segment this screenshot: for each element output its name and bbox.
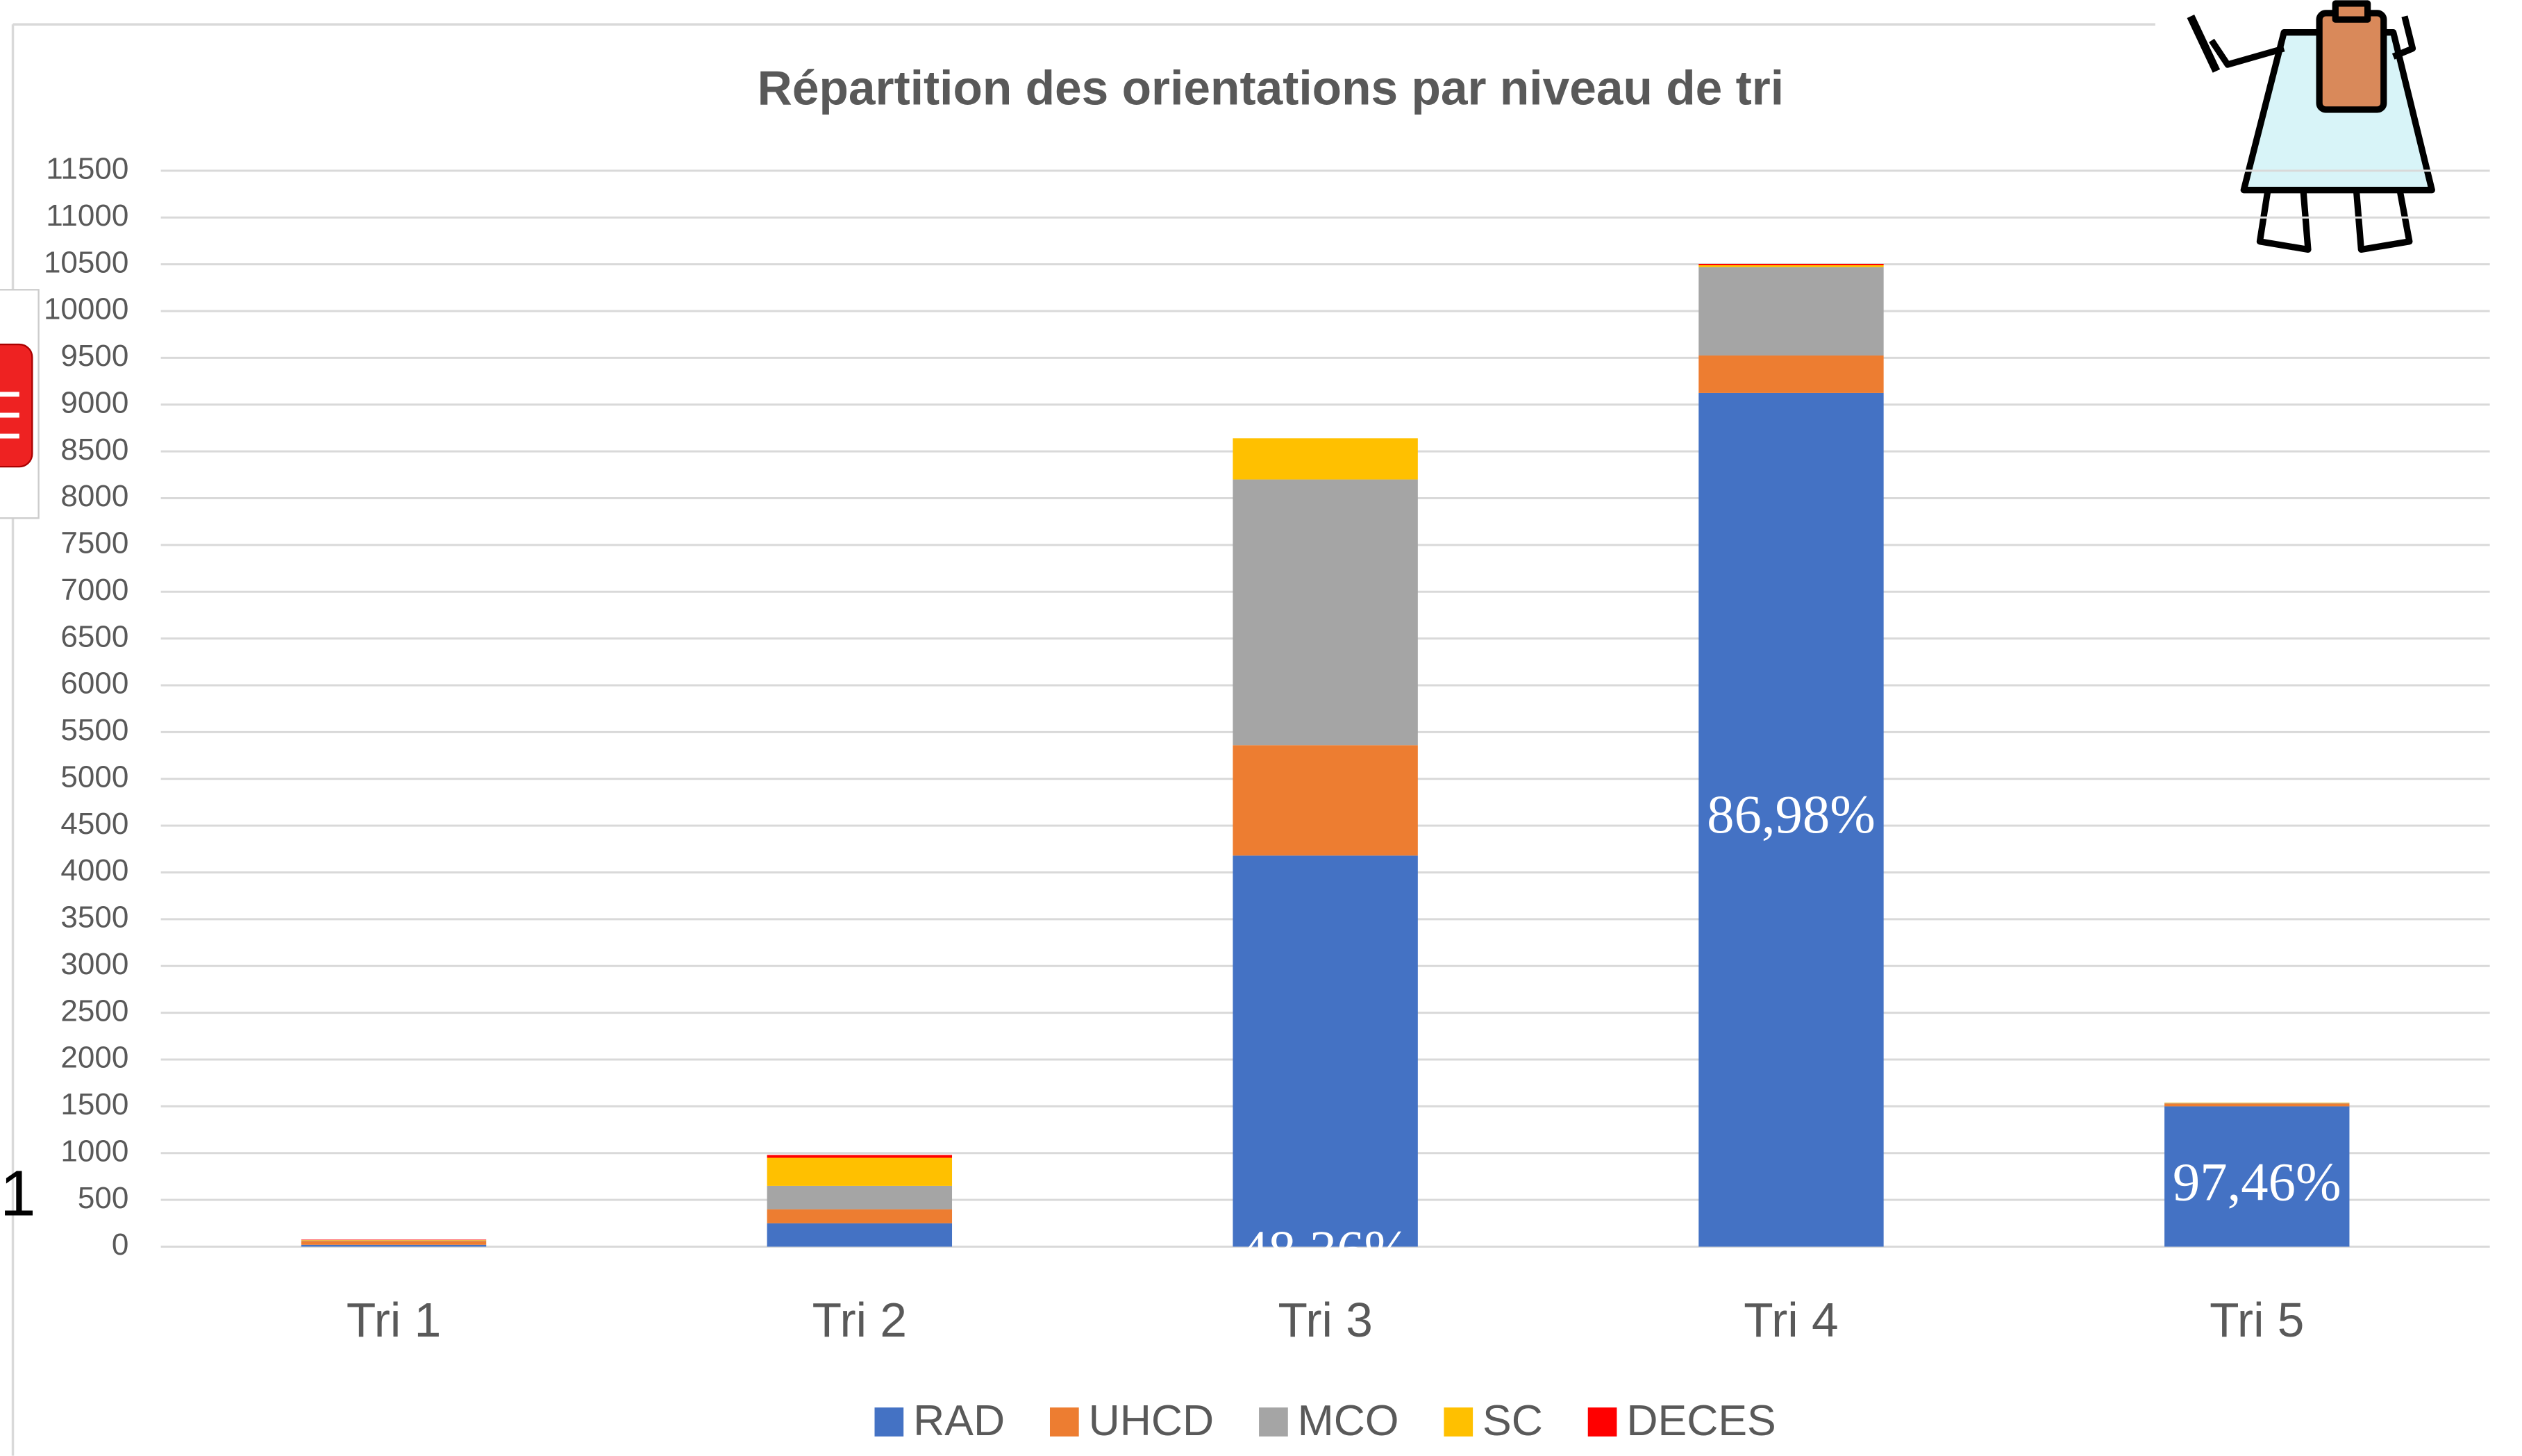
bar-segment — [1233, 480, 1417, 746]
y-tick-label: 4500 — [60, 807, 128, 841]
percent-label: 86,98% — [1707, 785, 1876, 845]
side-label: 1 — [0, 1157, 36, 1229]
bar-segment — [1698, 355, 1883, 393]
bar-segment — [1233, 438, 1417, 479]
y-tick-label: 8500 — [60, 433, 128, 467]
legend-swatch — [1050, 1407, 1079, 1437]
bar-segment — [767, 1210, 952, 1223]
x-tick-label: Tri 3 — [1278, 1293, 1372, 1347]
chart-title: Répartition des orientations par niveau … — [758, 61, 1784, 115]
y-tick-label: 10000 — [44, 292, 128, 326]
y-tick-label: 2000 — [60, 1041, 128, 1075]
x-tick-label: Tri 1 — [346, 1293, 441, 1347]
y-tick-label: 6500 — [60, 619, 128, 653]
legend-label: UHCD — [1089, 1396, 1214, 1445]
bar-segment — [767, 1186, 952, 1210]
legend-label: MCO — [1298, 1396, 1399, 1445]
bar-segment — [301, 1240, 486, 1241]
y-tick-label: 7000 — [60, 573, 128, 607]
y-tick-label: 8000 — [60, 479, 128, 513]
legend-label: RAD — [913, 1396, 1005, 1445]
legend-swatch — [1259, 1407, 1288, 1437]
y-tick-label: 9000 — [60, 385, 128, 419]
x-tick-label: Tri 2 — [812, 1293, 907, 1347]
y-tick-label: 2500 — [60, 994, 128, 1028]
y-tick-label: 1000 — [60, 1134, 128, 1168]
x-tick-label: Tri 4 — [1744, 1293, 1838, 1347]
x-tick-label: Tri 5 — [2210, 1293, 2304, 1347]
legend-label: DECES — [1626, 1396, 1776, 1445]
legend-swatch — [1444, 1407, 1473, 1437]
plot: 0 500 1000 1500 2000 2500 3000 3500 4000 4500 5000… — [44, 152, 2490, 1445]
y-tick-label: 3000 — [60, 947, 128, 981]
bar-segment — [301, 1241, 486, 1244]
y-tick-label: 4000 — [60, 853, 128, 887]
y-tick-label: 5000 — [60, 760, 128, 794]
y-tick-label: 3500 — [60, 901, 128, 935]
bar-segment — [767, 1223, 952, 1247]
y-tick-label: 6000 — [60, 667, 128, 701]
bar-segment — [2164, 1103, 2349, 1104]
bar-segment — [301, 1245, 486, 1247]
y-tick-label: 5500 — [60, 713, 128, 747]
legend-label: SC — [1483, 1396, 1543, 1445]
chart: 1 Répartition des orientations par nivea… — [0, 0, 2522, 1456]
y-tick-label: 9500 — [60, 339, 128, 373]
bar-segment — [767, 1158, 952, 1186]
legend-swatch — [875, 1407, 904, 1437]
y-tick-label: 7500 — [60, 526, 128, 560]
bar-segment — [1698, 264, 1883, 265]
y-tick-label: 500 — [78, 1181, 128, 1215]
bar-segment — [301, 1239, 486, 1240]
nurse-clipart — [2191, 3, 2432, 249]
bar-segment — [1698, 265, 1883, 267]
side-icon — [0, 290, 39, 518]
bar-segment — [1233, 855, 1417, 1246]
bar-segment — [767, 1155, 952, 1157]
bar-segment — [1698, 267, 1883, 355]
y-tick-label: 11000 — [46, 199, 128, 233]
page: {"chart_data": {"type": "stacked-bar", "… — [0, 0, 2522, 1456]
y-tick-label: 11500 — [46, 152, 128, 186]
percent-label: 48,36% — [1241, 1220, 1410, 1280]
y-tick-label: 1500 — [60, 1087, 128, 1121]
legend: RAD UHCD MCO SC DECES — [875, 1396, 1776, 1445]
bar-segment — [1233, 745, 1417, 855]
y-tick-label: 0 — [112, 1228, 128, 1262]
percent-label: 97,46% — [2173, 1153, 2341, 1213]
bar-segment — [2164, 1103, 2349, 1106]
y-tick-label: 10500 — [44, 245, 128, 279]
legend-swatch — [1588, 1407, 1617, 1437]
